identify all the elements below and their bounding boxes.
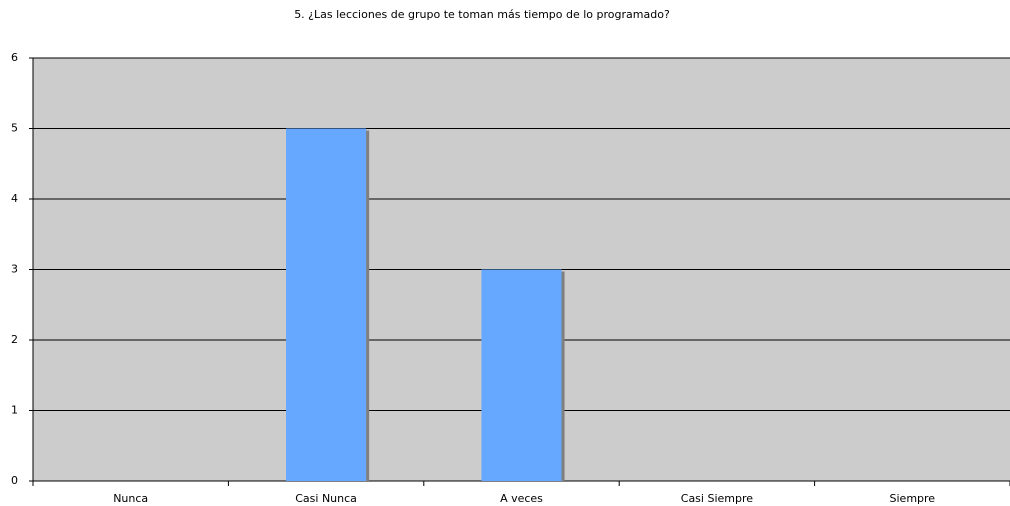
x-tick-label: Casi Nunca (295, 492, 357, 505)
y-tick-label: 5 (11, 122, 18, 135)
x-tick-label: Siempre (890, 492, 936, 505)
x-tick-label: Casi Siempre (681, 492, 753, 505)
y-tick-label: 0 (11, 474, 18, 487)
y-tick-label: 4 (11, 192, 18, 205)
x-tick-label: Nunca (113, 492, 148, 505)
y-tick-label: 1 (11, 404, 18, 417)
y-tick-label: 2 (11, 333, 18, 346)
x-tick-label: A veces (500, 492, 543, 505)
y-tick-label: 3 (11, 263, 18, 276)
chart-title: 5. ¿Las lecciones de grupo te toman más … (294, 8, 670, 21)
bar (286, 128, 367, 481)
y-tick-label: 6 (11, 51, 18, 64)
bar (481, 269, 562, 481)
